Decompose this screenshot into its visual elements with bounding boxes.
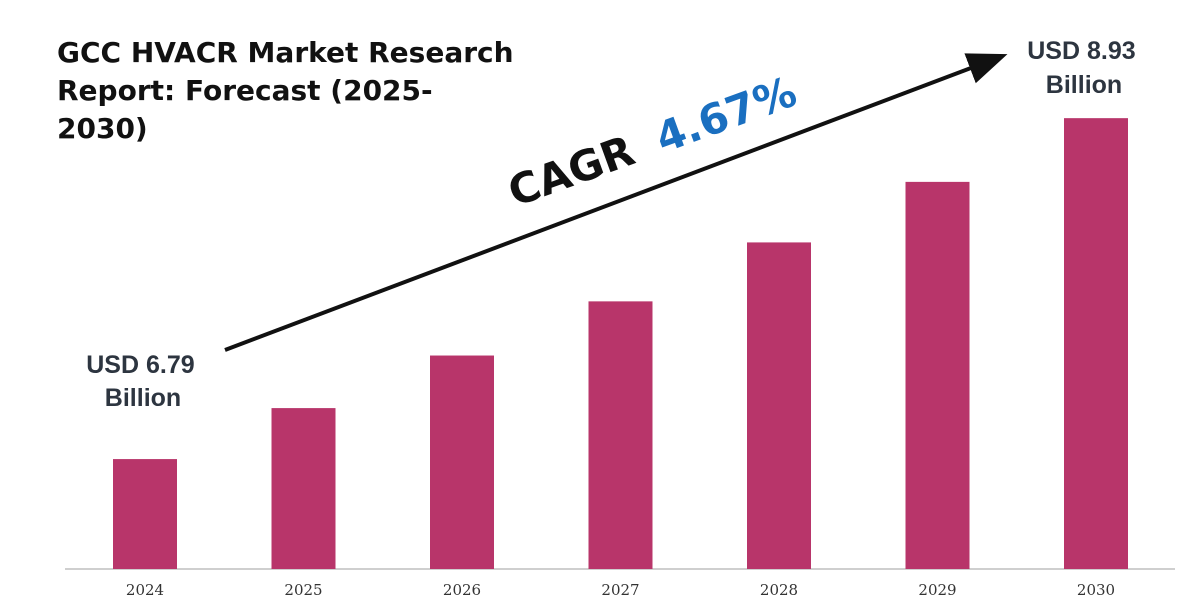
chart-title-line-1: GCC HVACR Market Research	[57, 36, 514, 69]
bars-group	[113, 118, 1128, 569]
bar-2025	[271, 408, 336, 569]
x-tick-label-2029: 2029	[918, 581, 956, 599]
start-value-line-2: Billion	[105, 384, 181, 412]
start-value-label: USD 6.79 Billion	[86, 351, 199, 412]
x-tick-label-2026: 2026	[443, 581, 481, 599]
chart-title-line-3: 2030)	[57, 112, 148, 145]
start-value-line-1: USD 6.79	[86, 351, 194, 379]
end-value-label: USD 8.93 Billion	[1027, 37, 1140, 99]
cagr-value: 4.67%	[649, 67, 803, 163]
x-tick-label-2024: 2024	[126, 581, 164, 599]
bar-2024	[113, 459, 177, 569]
x-tick-label-2030: 2030	[1077, 581, 1115, 599]
bar-2026	[430, 355, 494, 569]
x-tick-labels: 2024 2025 2026 2027 2028 2029 2030	[126, 581, 1115, 599]
chart-title-line-2: Report: Forecast (2025-	[57, 74, 433, 107]
bar-2030	[1064, 118, 1128, 569]
x-tick-label-2028: 2028	[760, 581, 798, 599]
chart-title: GCC HVACR Market Research Report: Foreca…	[57, 36, 519, 145]
end-value-line-1: USD 8.93	[1027, 37, 1135, 65]
bar-2027	[588, 301, 653, 569]
x-tick-label-2025: 2025	[284, 581, 322, 599]
bar-2029	[905, 181, 970, 569]
x-tick-label-2027: 2027	[601, 581, 639, 599]
end-value-line-2: Billion	[1046, 71, 1122, 99]
cagr-arrow	[224, 53, 1008, 352]
cagr-label: CAGR 4.67%	[502, 67, 803, 217]
bar-2028	[747, 242, 811, 569]
